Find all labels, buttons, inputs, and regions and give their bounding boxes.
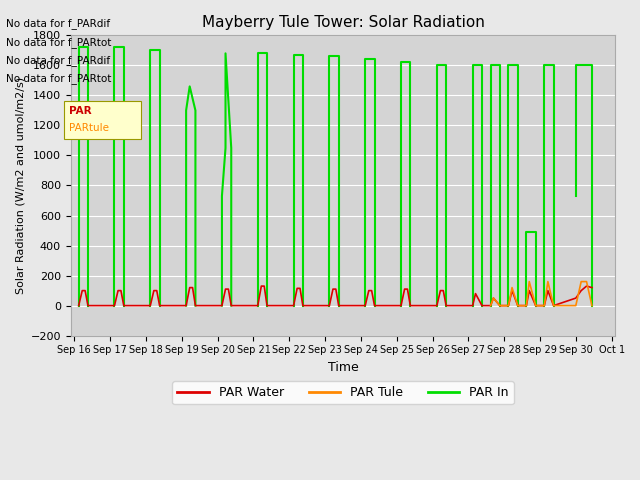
X-axis label: Time: Time	[328, 361, 358, 374]
Text: PARtule: PARtule	[69, 122, 109, 132]
Text: No data for f_PARdif: No data for f_PARdif	[6, 18, 111, 29]
Title: Mayberry Tule Tower: Solar Radiation: Mayberry Tule Tower: Solar Radiation	[202, 15, 484, 30]
Legend: PAR Water, PAR Tule, PAR In: PAR Water, PAR Tule, PAR In	[172, 382, 514, 405]
Y-axis label: Solar Radiation (W/m2 and umol/m2/s): Solar Radiation (W/m2 and umol/m2/s)	[15, 77, 25, 294]
Text: No data for f_PARdif: No data for f_PARdif	[6, 55, 111, 66]
Text: PAR: PAR	[69, 106, 92, 116]
Text: No data for f_PARtot: No data for f_PARtot	[6, 73, 112, 84]
Text: No data for f_PARtot: No data for f_PARtot	[6, 36, 112, 48]
